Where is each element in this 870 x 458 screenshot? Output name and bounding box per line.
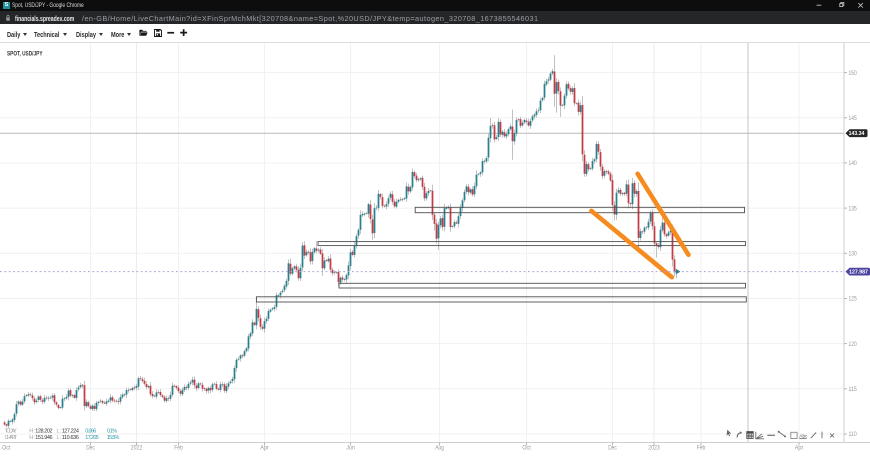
svg-text:0.066: 0.066 xyxy=(85,429,96,435)
svg-text:Feb: Feb xyxy=(174,446,183,452)
svg-text:Apr: Apr xyxy=(260,446,269,452)
svg-text:Jun: Jun xyxy=(346,446,355,452)
svg-text:145: 145 xyxy=(849,116,858,122)
svg-text:SPOT, USD/JPY: SPOT, USD/JPY xyxy=(7,51,43,58)
svg-text:110.636: 110.636 xyxy=(62,435,79,441)
svg-text:127.224: 127.224 xyxy=(62,429,79,435)
svg-text:Aug: Aug xyxy=(435,446,444,452)
svg-text:Apr: Apr xyxy=(795,446,804,452)
svg-text:Abc: Abc xyxy=(799,433,808,439)
svg-text:CHART:: CHART: xyxy=(5,435,18,441)
svg-text:H:: H: xyxy=(29,435,35,441)
svg-text:Feb: Feb xyxy=(697,446,706,452)
svg-text:130: 130 xyxy=(849,252,858,258)
svg-text:151.946: 151.946 xyxy=(35,435,52,441)
svg-text:15.5%: 15.5% xyxy=(107,435,120,441)
svg-text:0.1%: 0.1% xyxy=(107,429,117,435)
svg-text:17.205: 17.205 xyxy=(85,435,99,441)
svg-text:143.34: 143.34 xyxy=(849,131,865,137)
svg-text:150: 150 xyxy=(849,71,858,77)
svg-text:L:: L: xyxy=(57,435,62,441)
svg-text:115: 115 xyxy=(849,387,858,393)
svg-text:Dec: Dec xyxy=(608,446,617,452)
svg-text:Oct: Oct xyxy=(2,446,11,452)
svg-text:125: 125 xyxy=(849,297,858,303)
svg-text:110: 110 xyxy=(849,432,858,438)
svg-text:2023: 2023 xyxy=(648,446,660,452)
svg-text:135: 135 xyxy=(849,206,858,212)
svg-text:Oct: Oct xyxy=(522,446,531,452)
svg-text:H:: H: xyxy=(29,429,35,435)
svg-text:TODAY:: TODAY: xyxy=(5,429,18,435)
svg-text:128.202: 128.202 xyxy=(35,429,52,435)
svg-text:120: 120 xyxy=(849,342,858,348)
svg-text:Dec: Dec xyxy=(86,446,95,452)
svg-text:L:: L: xyxy=(57,429,62,435)
svg-text:127.987: 127.987 xyxy=(849,270,868,276)
svg-text:140: 140 xyxy=(849,161,858,167)
svg-text:2022: 2022 xyxy=(131,446,143,452)
